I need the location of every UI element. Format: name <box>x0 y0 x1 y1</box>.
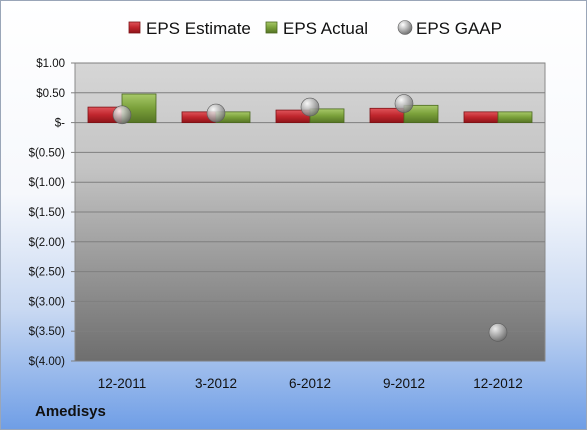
y-tick-label: $(3.50) <box>29 326 66 338</box>
legend-marker-estimate <box>128 21 141 34</box>
x-tick-label: 3-2012 <box>195 376 237 391</box>
legend-label: EPS Estimate <box>146 19 251 38</box>
eps-gaap-point <box>394 94 414 113</box>
eps-gaap-point <box>112 105 132 125</box>
x-tick-label: 9-2012 <box>383 376 425 391</box>
x-axis: 12-2011 3-2012 6-2012 9-2012 12-2012 <box>98 376 523 391</box>
eps-gaap-point <box>206 103 226 123</box>
y-tick-label: $(4.00) <box>29 356 66 368</box>
legend-marker-actual <box>265 21 278 34</box>
x-tick-label: 12-2011 <box>98 376 147 391</box>
legend: EPS Estimate EPS Actual EPS GAAP <box>128 19 502 38</box>
y-tick-label: $(0.50) <box>29 147 66 159</box>
x-tick-label: 6-2012 <box>289 376 331 391</box>
y-tick-label: $- <box>55 118 65 130</box>
y-tick-label: $(1.00) <box>29 177 66 189</box>
y-tick-label: $0.50 <box>36 88 65 100</box>
y-axis: $1.00 $0.50 $- $(0.50) $(1.00) $(1.50) $(2.00)… <box>29 58 75 368</box>
legend-label: EPS GAAP <box>416 19 502 38</box>
eps-actual-bar <box>497 111 533 124</box>
legend-marker-gaap <box>397 20 413 35</box>
company-name: Amedisys <box>35 403 106 420</box>
eps-gaap-point <box>488 323 508 342</box>
eps-actual-bar <box>403 104 439 124</box>
eps-gaap-point <box>300 97 320 117</box>
legend-label: EPS Actual <box>283 19 368 38</box>
y-tick-label: $(1.50) <box>29 207 66 219</box>
gaap-points <box>112 94 508 342</box>
eps-estimate-bar <box>463 111 499 124</box>
y-tick-label: $(2.00) <box>29 237 66 249</box>
y-tick-label: $1.00 <box>36 58 65 70</box>
y-tick-label: $(2.50) <box>29 267 66 279</box>
gridlines <box>75 62 545 362</box>
x-tick-label: 12-2012 <box>473 376 523 391</box>
y-tick-label: $(3.00) <box>29 296 66 308</box>
